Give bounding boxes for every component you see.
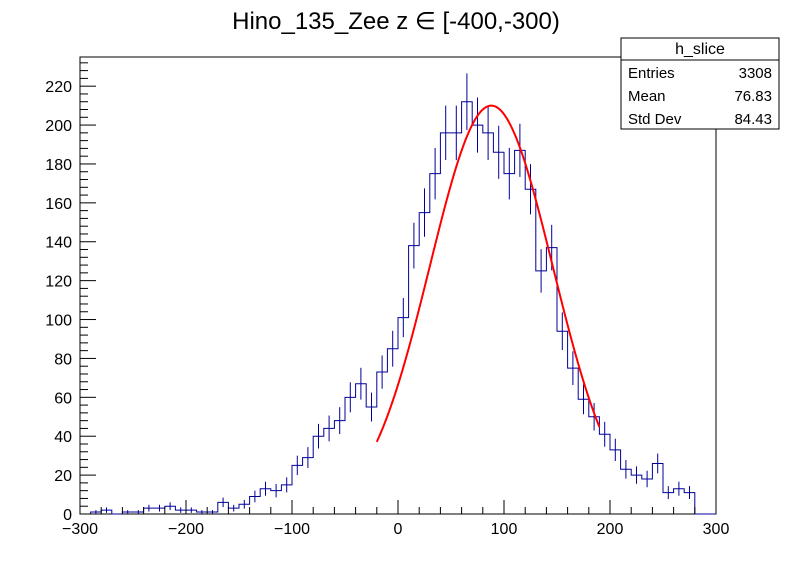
y-tick-label: 180: [45, 157, 72, 174]
fit-curve: [375, 104, 601, 443]
stats-label-mean: Mean: [628, 88, 666, 105]
x-tick-label: −100: [274, 521, 310, 538]
x-tick-label: 0: [394, 521, 403, 538]
y-tick-label: 160: [45, 196, 72, 213]
y-tick-label: 140: [45, 235, 72, 252]
x-tick-label: 100: [491, 521, 518, 538]
y-tick-label: 0: [63, 507, 72, 524]
stats-value-stddev: 84.43: [734, 111, 772, 128]
stats-value-entries: 3308: [739, 65, 772, 82]
stats-box: h_slice Entries 3308 Mean 76.83 Std Dev …: [620, 37, 780, 130]
x-tick-label: −200: [168, 521, 204, 538]
stats-box-frame: [620, 37, 780, 130]
x-tick-label: −300: [62, 521, 98, 538]
y-tick-label: 200: [45, 118, 72, 135]
y-tick-label: 220: [45, 79, 72, 96]
y-tick-label: 100: [45, 313, 72, 330]
y-tick-label: 80: [54, 351, 72, 368]
stats-title: h_slice: [675, 41, 725, 58]
y-tick-label: 60: [54, 390, 72, 407]
y-tick-label: 40: [54, 429, 72, 446]
fit-curve-group: [375, 104, 601, 443]
y-tick-label: 20: [54, 468, 72, 485]
stats-value-mean: 76.83: [734, 88, 772, 105]
axes: −300 −200 −100 0 100 200 300 0 20 40 60 80 100 120 140…: [45, 62, 730, 538]
stats-label-stddev: Std Dev: [628, 111, 682, 128]
chart-title: Hino_135_Zee z ∈ [-400,-300): [232, 8, 560, 35]
stats-label-entries: Entries: [628, 65, 675, 82]
x-tick-label: 200: [597, 521, 624, 538]
x-tick-label: 300: [703, 521, 730, 538]
y-tick-label: 120: [45, 274, 72, 291]
